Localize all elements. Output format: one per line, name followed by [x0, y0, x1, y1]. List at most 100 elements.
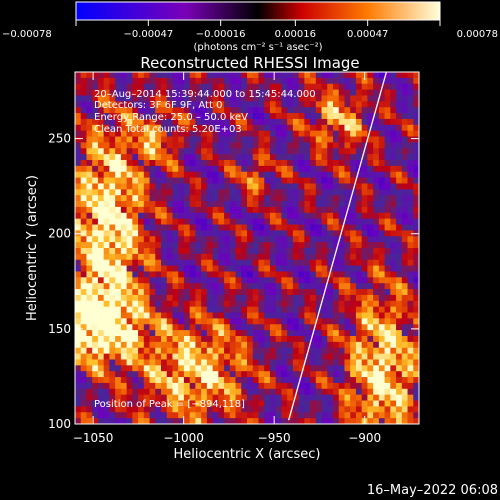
heatmap-cell	[212, 154, 219, 161]
heatmap-cell	[304, 101, 311, 108]
heatmap-cell	[378, 412, 385, 419]
heatmap-cell	[396, 377, 403, 384]
heatmap-cell	[178, 189, 185, 196]
heatmap-cell	[327, 277, 334, 284]
heatmap-cell	[396, 359, 403, 366]
heatmap-cell	[396, 77, 403, 85]
heatmap-cell	[315, 195, 322, 202]
heatmap-cell	[126, 101, 133, 108]
heatmap-cell	[292, 318, 299, 325]
heatmap-cell	[327, 77, 334, 85]
heatmap-cell	[350, 83, 357, 90]
heatmap-cell	[75, 412, 82, 419]
heatmap-cell	[241, 406, 248, 413]
heatmap-cell	[115, 83, 122, 90]
heatmap-cell	[327, 294, 334, 302]
heatmap-cell	[258, 359, 265, 366]
heatmap-cell	[229, 265, 236, 272]
heatmap-cell	[344, 107, 351, 114]
heatmap-cell	[384, 95, 391, 102]
heatmap-cell	[206, 259, 213, 266]
heatmap-cell	[350, 259, 357, 266]
heatmap-cell	[235, 177, 242, 184]
heatmap-cell	[333, 72, 340, 79]
heatmap-cell	[310, 136, 317, 143]
heatmap-cell	[86, 365, 93, 372]
heatmap-cell	[229, 124, 236, 132]
heatmap-cell	[275, 312, 282, 319]
heatmap-cell	[401, 113, 408, 120]
heatmap-cell	[92, 201, 99, 208]
heatmap-cell	[97, 212, 105, 220]
heatmap-cell	[189, 347, 196, 354]
heatmap-cell	[189, 236, 196, 243]
heatmap-cell	[401, 277, 408, 284]
heatmap-cell	[235, 377, 242, 384]
heatmap-cell	[252, 95, 259, 102]
heatmap-cell	[396, 400, 403, 407]
heatmap-cell	[367, 365, 374, 372]
heatmap-cell	[396, 101, 403, 108]
heatmap-cell	[80, 189, 87, 196]
x-tick-label: −1000	[163, 431, 204, 445]
heatmap-cell	[120, 236, 127, 243]
heatmap-cell	[361, 259, 368, 266]
heatmap-cell	[224, 89, 231, 96]
heatmap-cell	[315, 130, 322, 137]
heatmap-cell	[390, 294, 397, 302]
heatmap-cell	[264, 359, 271, 366]
heatmap-cell	[298, 171, 305, 178]
heatmap-cell	[189, 312, 196, 319]
heatmap-cell	[287, 277, 294, 284]
heatmap-cell	[178, 418, 185, 425]
heatmap-cell	[275, 89, 282, 96]
heatmap-cell	[287, 171, 294, 178]
heatmap-cell	[275, 365, 282, 372]
heatmap-cell	[92, 230, 99, 237]
heatmap-cell	[327, 130, 334, 137]
heatmap-cell	[178, 289, 185, 296]
heatmap-cell	[218, 142, 225, 149]
heatmap-cell	[195, 382, 202, 390]
heatmap-cell	[103, 95, 110, 102]
annotation-time: 20–Aug–2014 15:39:44.000 to 15:45:44.000	[94, 89, 316, 100]
heatmap-cell	[413, 142, 420, 149]
heatmap-cell	[321, 154, 328, 161]
heatmap-cell	[97, 353, 105, 360]
heatmap-cell	[120, 371, 127, 378]
heatmap-cell	[143, 253, 150, 261]
heatmap-cell	[287, 324, 294, 331]
heatmap-cell	[143, 177, 150, 184]
heatmap-cell	[75, 382, 82, 390]
heatmap-cell	[75, 394, 82, 401]
heatmap-cell	[189, 300, 196, 308]
heatmap-cell	[235, 142, 242, 149]
heatmap-cell	[315, 189, 322, 196]
heatmap-cell	[247, 118, 254, 126]
heatmap-cell	[86, 347, 93, 354]
heatmap-cell	[161, 418, 168, 425]
heatmap-cell	[378, 206, 385, 214]
heatmap-cell	[161, 230, 168, 237]
heatmap-cell	[384, 130, 391, 137]
heatmap-cell	[378, 148, 385, 155]
heatmap-cell	[338, 206, 345, 214]
heatmap-cell	[183, 283, 191, 290]
heatmap-cell	[378, 312, 385, 319]
heatmap-cell	[189, 330, 196, 337]
heatmap-cell	[310, 277, 317, 284]
heatmap-cell	[315, 253, 322, 261]
heatmap-cell	[373, 330, 380, 337]
heatmap-cell	[115, 118, 122, 126]
heatmap-cell	[327, 265, 334, 272]
heatmap-cell	[97, 406, 105, 413]
heatmap-cell	[401, 107, 408, 114]
heatmap-cell	[258, 271, 265, 278]
heatmap-cell	[75, 283, 82, 290]
heatmap-cell	[161, 318, 168, 325]
heatmap-cell	[212, 400, 219, 407]
heatmap-cell	[413, 412, 420, 419]
heatmap-cell	[338, 118, 345, 126]
heatmap-cell	[229, 206, 236, 214]
heatmap-cell	[384, 160, 391, 167]
